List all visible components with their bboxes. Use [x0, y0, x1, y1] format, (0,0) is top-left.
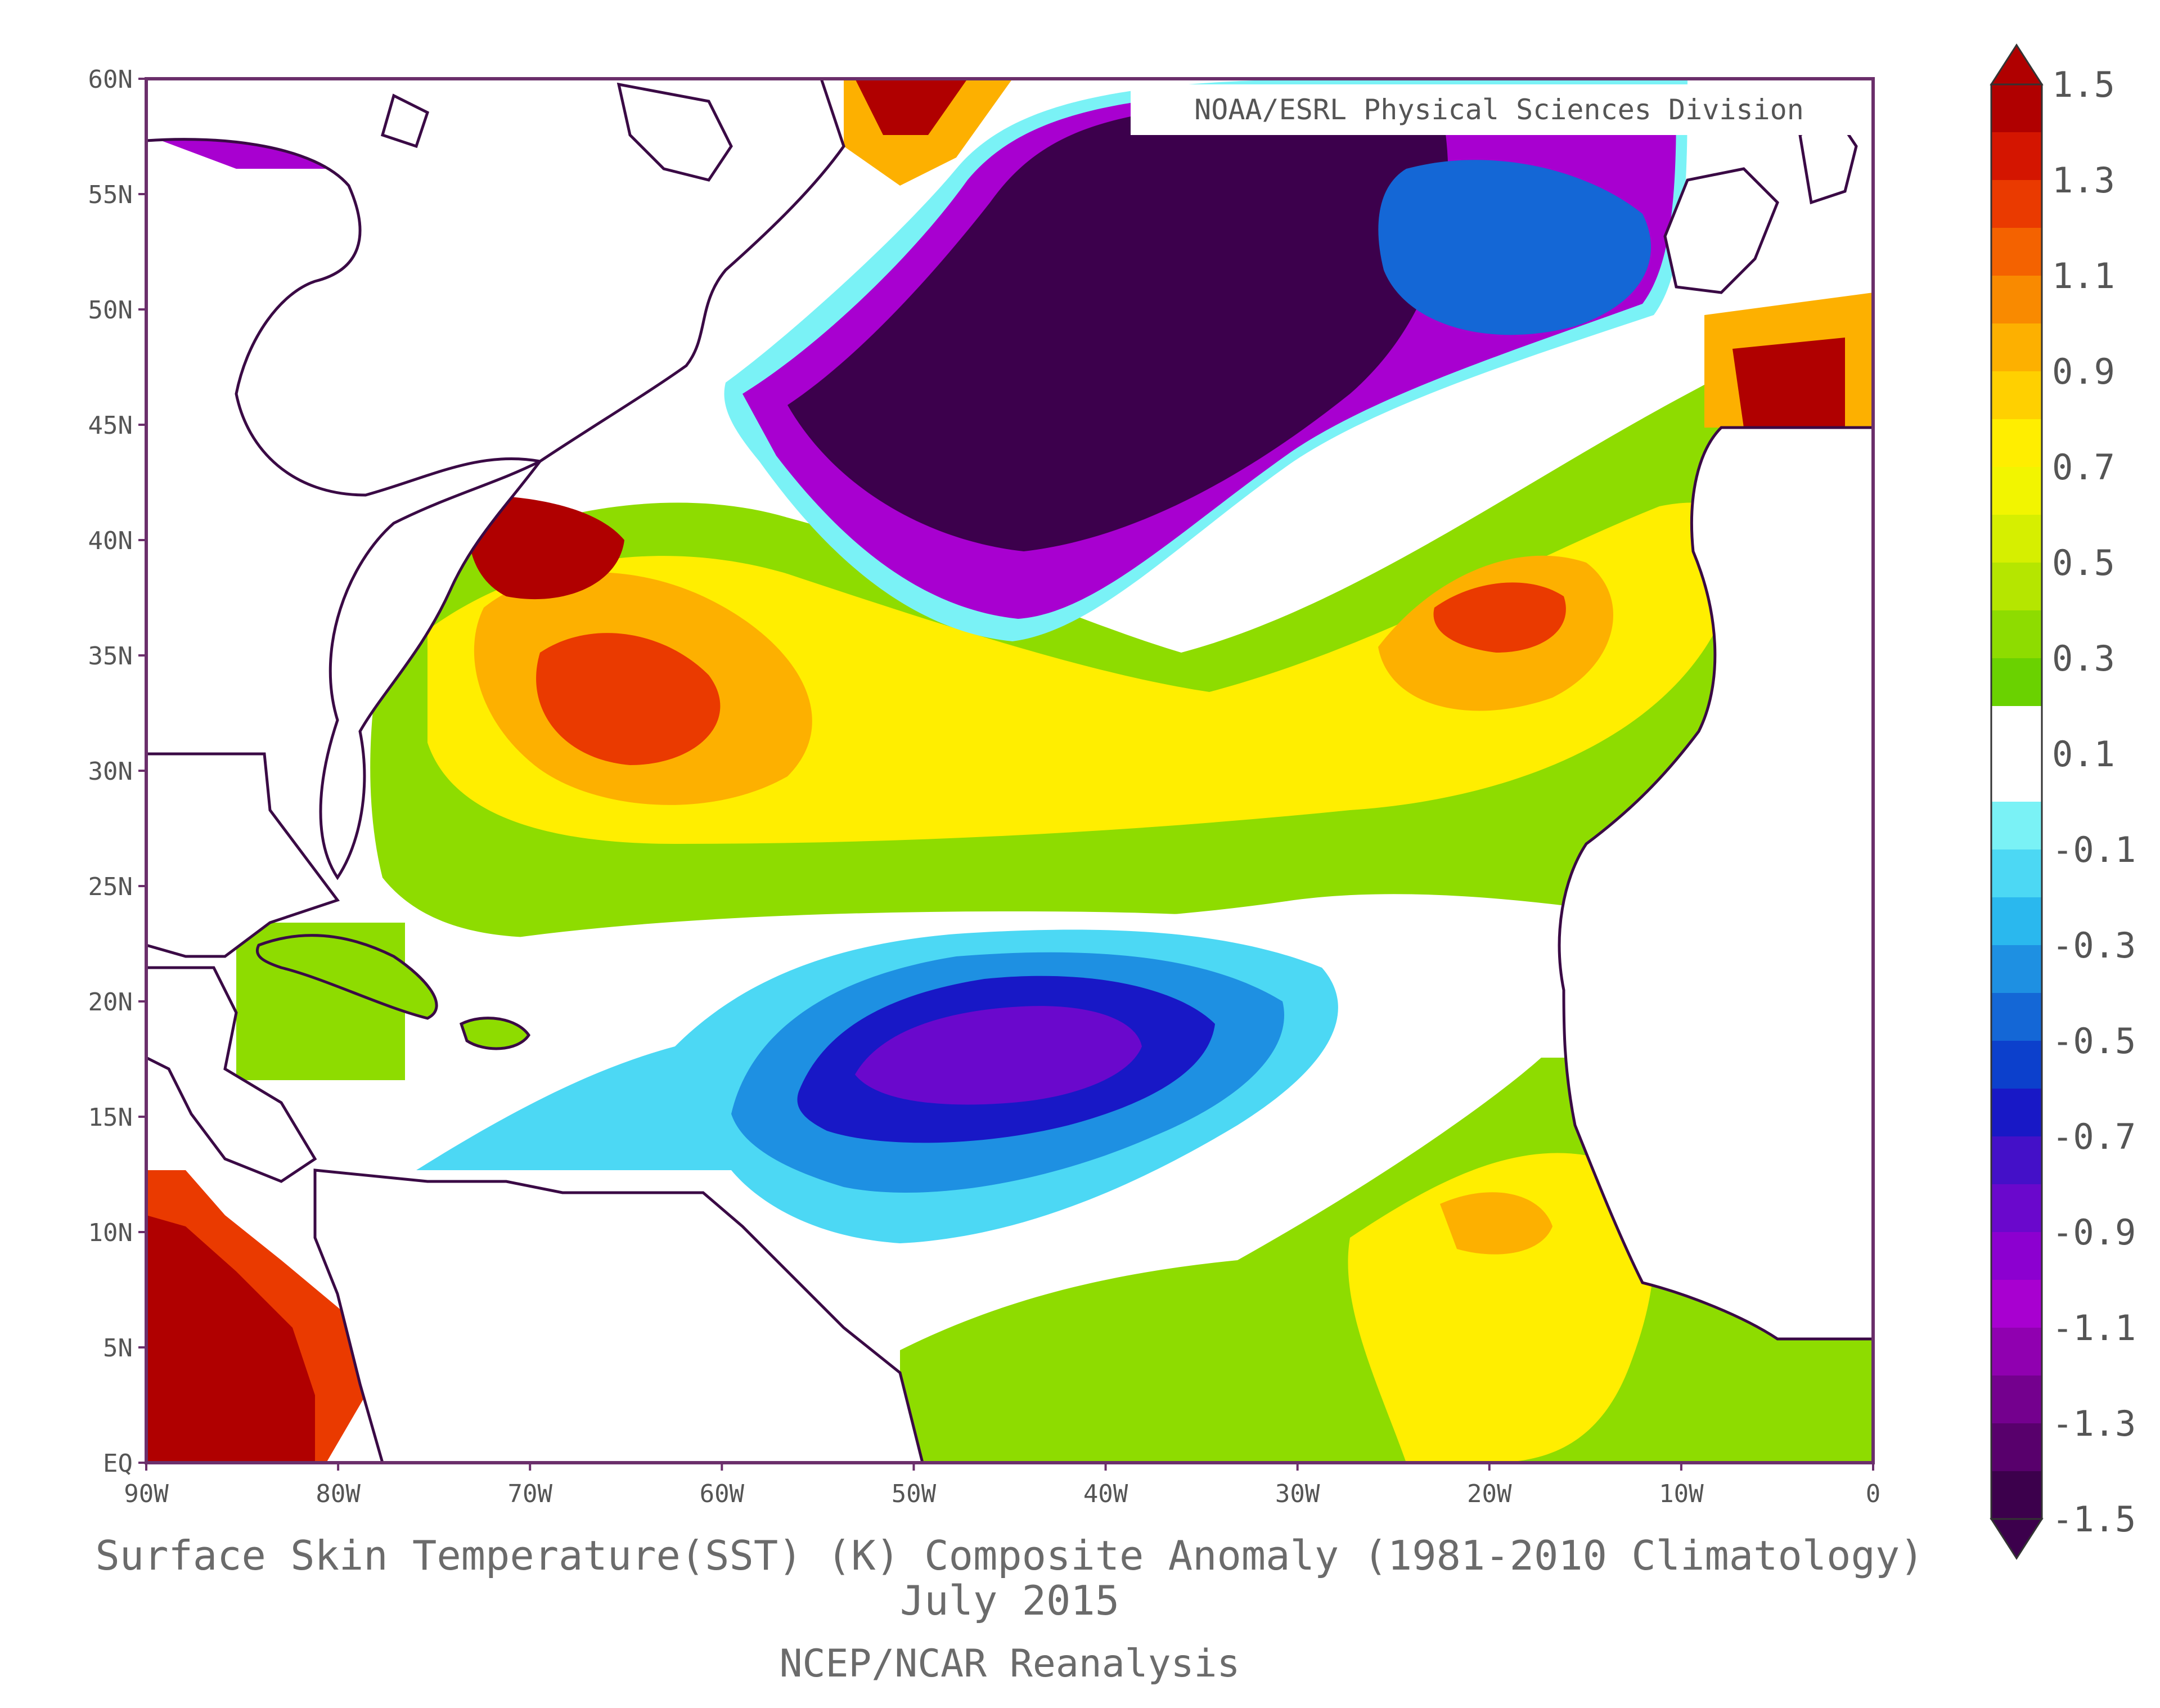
colorbar-swatch	[1991, 1376, 2042, 1424]
colorbar-swatch	[1991, 1232, 2042, 1280]
colorbar-swatch	[1991, 84, 2042, 133]
colorbar-label: -0.7	[2052, 1116, 2136, 1157]
colorbar-swatch	[1991, 371, 2042, 420]
colorbar-swatch	[1991, 706, 2042, 754]
colorbar-swatch	[1991, 1136, 2042, 1185]
lon-tick-label: 70W	[507, 1480, 552, 1508]
credit-box: NOAA/ESRL Physical Sciences Division	[1131, 84, 1868, 135]
colorbar-label: 0.7	[2052, 447, 2115, 488]
lon-tick-label: 10W	[1659, 1480, 1704, 1508]
lat-tick-label: 60N	[88, 65, 133, 94]
lat-tick-label: 50N	[88, 296, 133, 325]
colorbar-swatch	[1991, 180, 2042, 228]
caribbean-islands	[256, 934, 531, 1050]
colorbar-label: 0.3	[2052, 638, 2115, 679]
colorbar-label: 0.1	[2052, 734, 2115, 775]
colorbar-label: -1.3	[2052, 1403, 2136, 1444]
colorbar-label: -1.1	[2052, 1307, 2136, 1349]
lon-tick-label: 60W	[700, 1480, 745, 1508]
colorbar-max-arrow	[1990, 43, 2044, 86]
lon-tick-label: 20W	[1467, 1480, 1512, 1508]
map-panel: NOAA/ESRL Physical Sciences Division	[146, 79, 1873, 1463]
colorbar-label: -0.5	[2052, 1021, 2136, 1062]
colorbar-swatch	[1991, 1471, 2042, 1520]
colorbar-swatch	[1991, 1328, 2042, 1376]
colorbar-swatch	[1991, 1089, 2042, 1137]
lat-tick-label: 25N	[88, 873, 133, 901]
colorbar-label: 0.5	[2052, 542, 2115, 583]
colorbar-swatch	[1991, 1041, 2042, 1089]
lat-tick-label: 10N	[88, 1219, 133, 1247]
lat-tick-label: 55N	[88, 181, 133, 209]
lat-tick-label: 5N	[103, 1334, 133, 1363]
colorbar-swatch	[1991, 802, 2042, 850]
lat-tick-label: 20N	[88, 988, 133, 1017]
colorbar: 1.5 1.3 1.1 0.9 0.7 0.5 0.3 0.1 -0.1 -0.3 -0.5 -0.7…	[1990, 43, 2136, 1560]
colorbar-swatch	[1991, 945, 2042, 994]
colorbar-swatch	[1991, 419, 2042, 468]
colorbar-swatch	[1991, 897, 2042, 946]
lat-tick-label: 15N	[88, 1103, 133, 1132]
colorbar-label: 1.3	[2052, 160, 2115, 201]
colorbar-label: -0.9	[2052, 1212, 2136, 1253]
colorbar-label: -0.1	[2052, 829, 2136, 870]
credit-text: NOAA/ESRL Physical Sciences Division	[1194, 93, 1804, 126]
colorbar-swatch	[1991, 1280, 2042, 1328]
lon-tick-label: 0	[1866, 1480, 1881, 1508]
colorbar-label: 0.9	[2052, 351, 2115, 392]
colorbar-swatch	[1991, 276, 2042, 324]
lat-axis: 60N 55N 50N 45N 40N 35N 30N 25N 20N 15N 10N 5N EQ	[88, 65, 146, 1478]
subpolar-cold-pool	[724, 79, 1688, 641]
lon-tick-label: 80W	[316, 1480, 361, 1508]
colorbar-swatch	[1991, 563, 2042, 611]
colorbar-swatch	[1991, 1423, 2042, 1472]
colorbar-swatch	[1991, 1184, 2042, 1233]
lat-tick-label: 45N	[88, 411, 133, 440]
lat-tick-label: EQ	[103, 1449, 133, 1478]
colorbar-swatch	[1991, 754, 2042, 802]
colorbar-swatch	[1991, 132, 2042, 181]
colorbar-swatch	[1991, 515, 2042, 563]
colorbar-label: -0.3	[2052, 925, 2136, 966]
lon-axis: 90W 80W 70W 60W 50W 40W 30W 20W 10W 0	[124, 1463, 1880, 1508]
colorbar-min-arrow	[1990, 1518, 2044, 1560]
colorbar-swatch	[1991, 658, 2042, 707]
colorbar-swatch	[1991, 993, 2042, 1041]
colorbar-swatch	[1991, 228, 2042, 276]
colorbar-swatch	[1991, 467, 2042, 515]
caption-source: NCEP/NCAR Reanalysis	[780, 1642, 1240, 1686]
colorbar-label: 1.1	[2052, 255, 2115, 296]
colorbar-swatch	[1991, 610, 2042, 659]
colorbar-swatch	[1991, 849, 2042, 898]
lat-tick-label: 40N	[88, 527, 133, 555]
colorbar-label: 1.5	[2052, 64, 2115, 105]
warm-band	[370, 304, 1873, 956]
lon-tick-label: 90W	[124, 1480, 169, 1508]
colorbar-label: -1.5	[2052, 1499, 2136, 1540]
lat-tick-label: 35N	[88, 642, 133, 671]
caption-date: July 2015	[900, 1577, 1119, 1624]
caption-title: Surface Skin Temperature(SST) (K) Compos…	[95, 1532, 1924, 1579]
lon-tick-label: 40W	[1083, 1480, 1128, 1508]
lat-tick-label: 30N	[88, 757, 133, 786]
lon-tick-label: 50W	[892, 1480, 937, 1508]
lon-tick-label: 30W	[1275, 1480, 1320, 1508]
land	[146, 79, 1873, 1463]
colorbar-swatch	[1991, 323, 2042, 372]
tropical-cold-pool	[405, 911, 1496, 1269]
